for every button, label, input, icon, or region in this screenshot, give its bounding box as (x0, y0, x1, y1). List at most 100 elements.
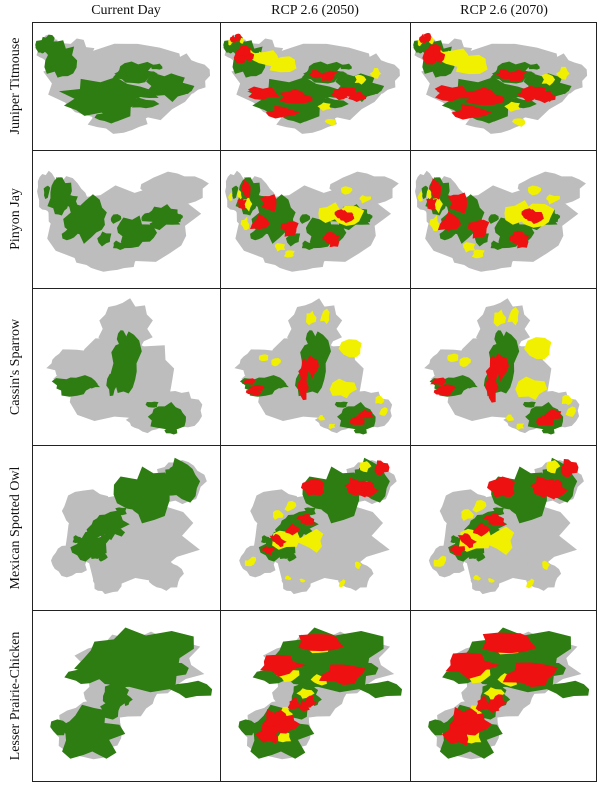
gain-patch (338, 579, 346, 588)
gain-patch (429, 214, 440, 232)
gain-patch (317, 415, 325, 421)
suitable-patch (276, 381, 289, 389)
gain-patch (359, 461, 372, 473)
habitat-loss (418, 32, 556, 120)
suitable-patch (541, 426, 555, 435)
loss-patch (274, 537, 287, 548)
map-panel-pinyon-jay-rcp26-2050 (220, 150, 410, 288)
habitat-loss (261, 460, 390, 556)
loss-patch (237, 198, 247, 211)
suitable-habitat (50, 627, 213, 759)
loss-patch (451, 104, 492, 120)
suitable-patch (226, 46, 233, 54)
suitable-patch (55, 186, 64, 199)
gain-patch (479, 526, 515, 556)
habitat-gain (258, 308, 388, 430)
suitable-patch (106, 373, 117, 397)
loss-patch (241, 179, 250, 196)
gain-patch (354, 74, 367, 85)
habitat-gain (447, 306, 577, 430)
gain-patch (305, 310, 317, 326)
gain-patch (328, 423, 336, 430)
gain-patch (546, 460, 561, 474)
suitable-patch (98, 552, 108, 562)
row-label-pinyon-jay: Pinyon Jay (8, 188, 23, 250)
gain-patch (417, 190, 423, 202)
loss-patch (250, 213, 270, 230)
suitable-patch (231, 185, 239, 200)
loss-patch (255, 724, 282, 744)
suitable-patch (115, 507, 127, 516)
suitable-patch (337, 401, 376, 431)
suitable-patch (88, 381, 101, 389)
range-map-grid (32, 22, 597, 782)
loss-patch (374, 460, 390, 476)
gain-patch (459, 357, 471, 368)
gain-patch (324, 118, 337, 127)
suitable-patch (147, 401, 186, 431)
map-panel-pinyon-jay-rcp26-2070 (410, 150, 597, 288)
habitat-loss (426, 178, 544, 249)
suitable-patch (442, 62, 451, 74)
column-header-rcp26-2070: RCP 2.6 (2070) (460, 3, 548, 18)
loss-patch (280, 221, 299, 237)
map-panel-juniper-titmouse-current-day (32, 22, 220, 150)
grid-line-horizontal (32, 781, 597, 782)
loss-patch (493, 353, 509, 382)
loss-patch (300, 478, 325, 496)
suitable-patch (165, 406, 179, 415)
loss-patch (483, 512, 501, 525)
suitable-patch (88, 736, 108, 752)
suitable-patch (119, 678, 130, 690)
gain-patch (271, 358, 281, 367)
suitable-patch (299, 214, 311, 224)
suitable-patch (309, 371, 319, 390)
loss-patch (247, 86, 281, 100)
suitable-patch (116, 215, 158, 249)
column-header-current-day: Current Day (91, 3, 161, 18)
suitable-patch (253, 62, 262, 74)
suitable-patch (239, 60, 249, 72)
loss-patch (437, 211, 462, 232)
suitable-patch (60, 704, 126, 759)
gain-patch (483, 687, 505, 700)
suitable-patch (465, 381, 478, 389)
map-panel-mexican-spotted-owl-rcp26-2050 (220, 445, 410, 610)
loss-patch (245, 389, 262, 396)
suitable-patch (363, 88, 381, 97)
loss-patch (241, 378, 256, 385)
suitable-patch (56, 177, 63, 187)
gain-patch (354, 561, 362, 570)
suitable-patch (522, 401, 536, 408)
loss-patch (441, 723, 473, 746)
gain-patch (426, 189, 432, 201)
habitat-loss (441, 632, 558, 746)
grid-line-horizontal (32, 150, 597, 151)
suitable-patch (550, 88, 568, 97)
suitable-patch (131, 97, 160, 109)
loss-patch (229, 34, 238, 43)
gain-patch (317, 102, 331, 111)
loss-patch (473, 522, 491, 537)
suitable-patch (38, 46, 45, 54)
suitable-patch (113, 693, 123, 702)
suitable-patch (305, 330, 317, 351)
suitable-patch (110, 214, 122, 224)
gain-patch (369, 67, 382, 79)
suitable-patch (359, 680, 403, 699)
gain-patch (504, 101, 521, 112)
suitable-patch (173, 88, 191, 97)
loss-patch (357, 409, 372, 419)
loss-patch (447, 192, 468, 214)
loss-patch (349, 416, 365, 425)
gain-patch (546, 194, 560, 205)
suitable-patch (155, 79, 169, 88)
row-label-cassins-sparrow: Cassin's Sparrow (8, 318, 23, 415)
gain-patch (284, 500, 297, 512)
gain-patch (524, 337, 552, 360)
habitat-loss (255, 634, 366, 744)
suitable-patch (528, 63, 540, 70)
loss-patch (467, 219, 490, 239)
loss-patch (427, 46, 435, 57)
gain-patch (447, 353, 459, 362)
